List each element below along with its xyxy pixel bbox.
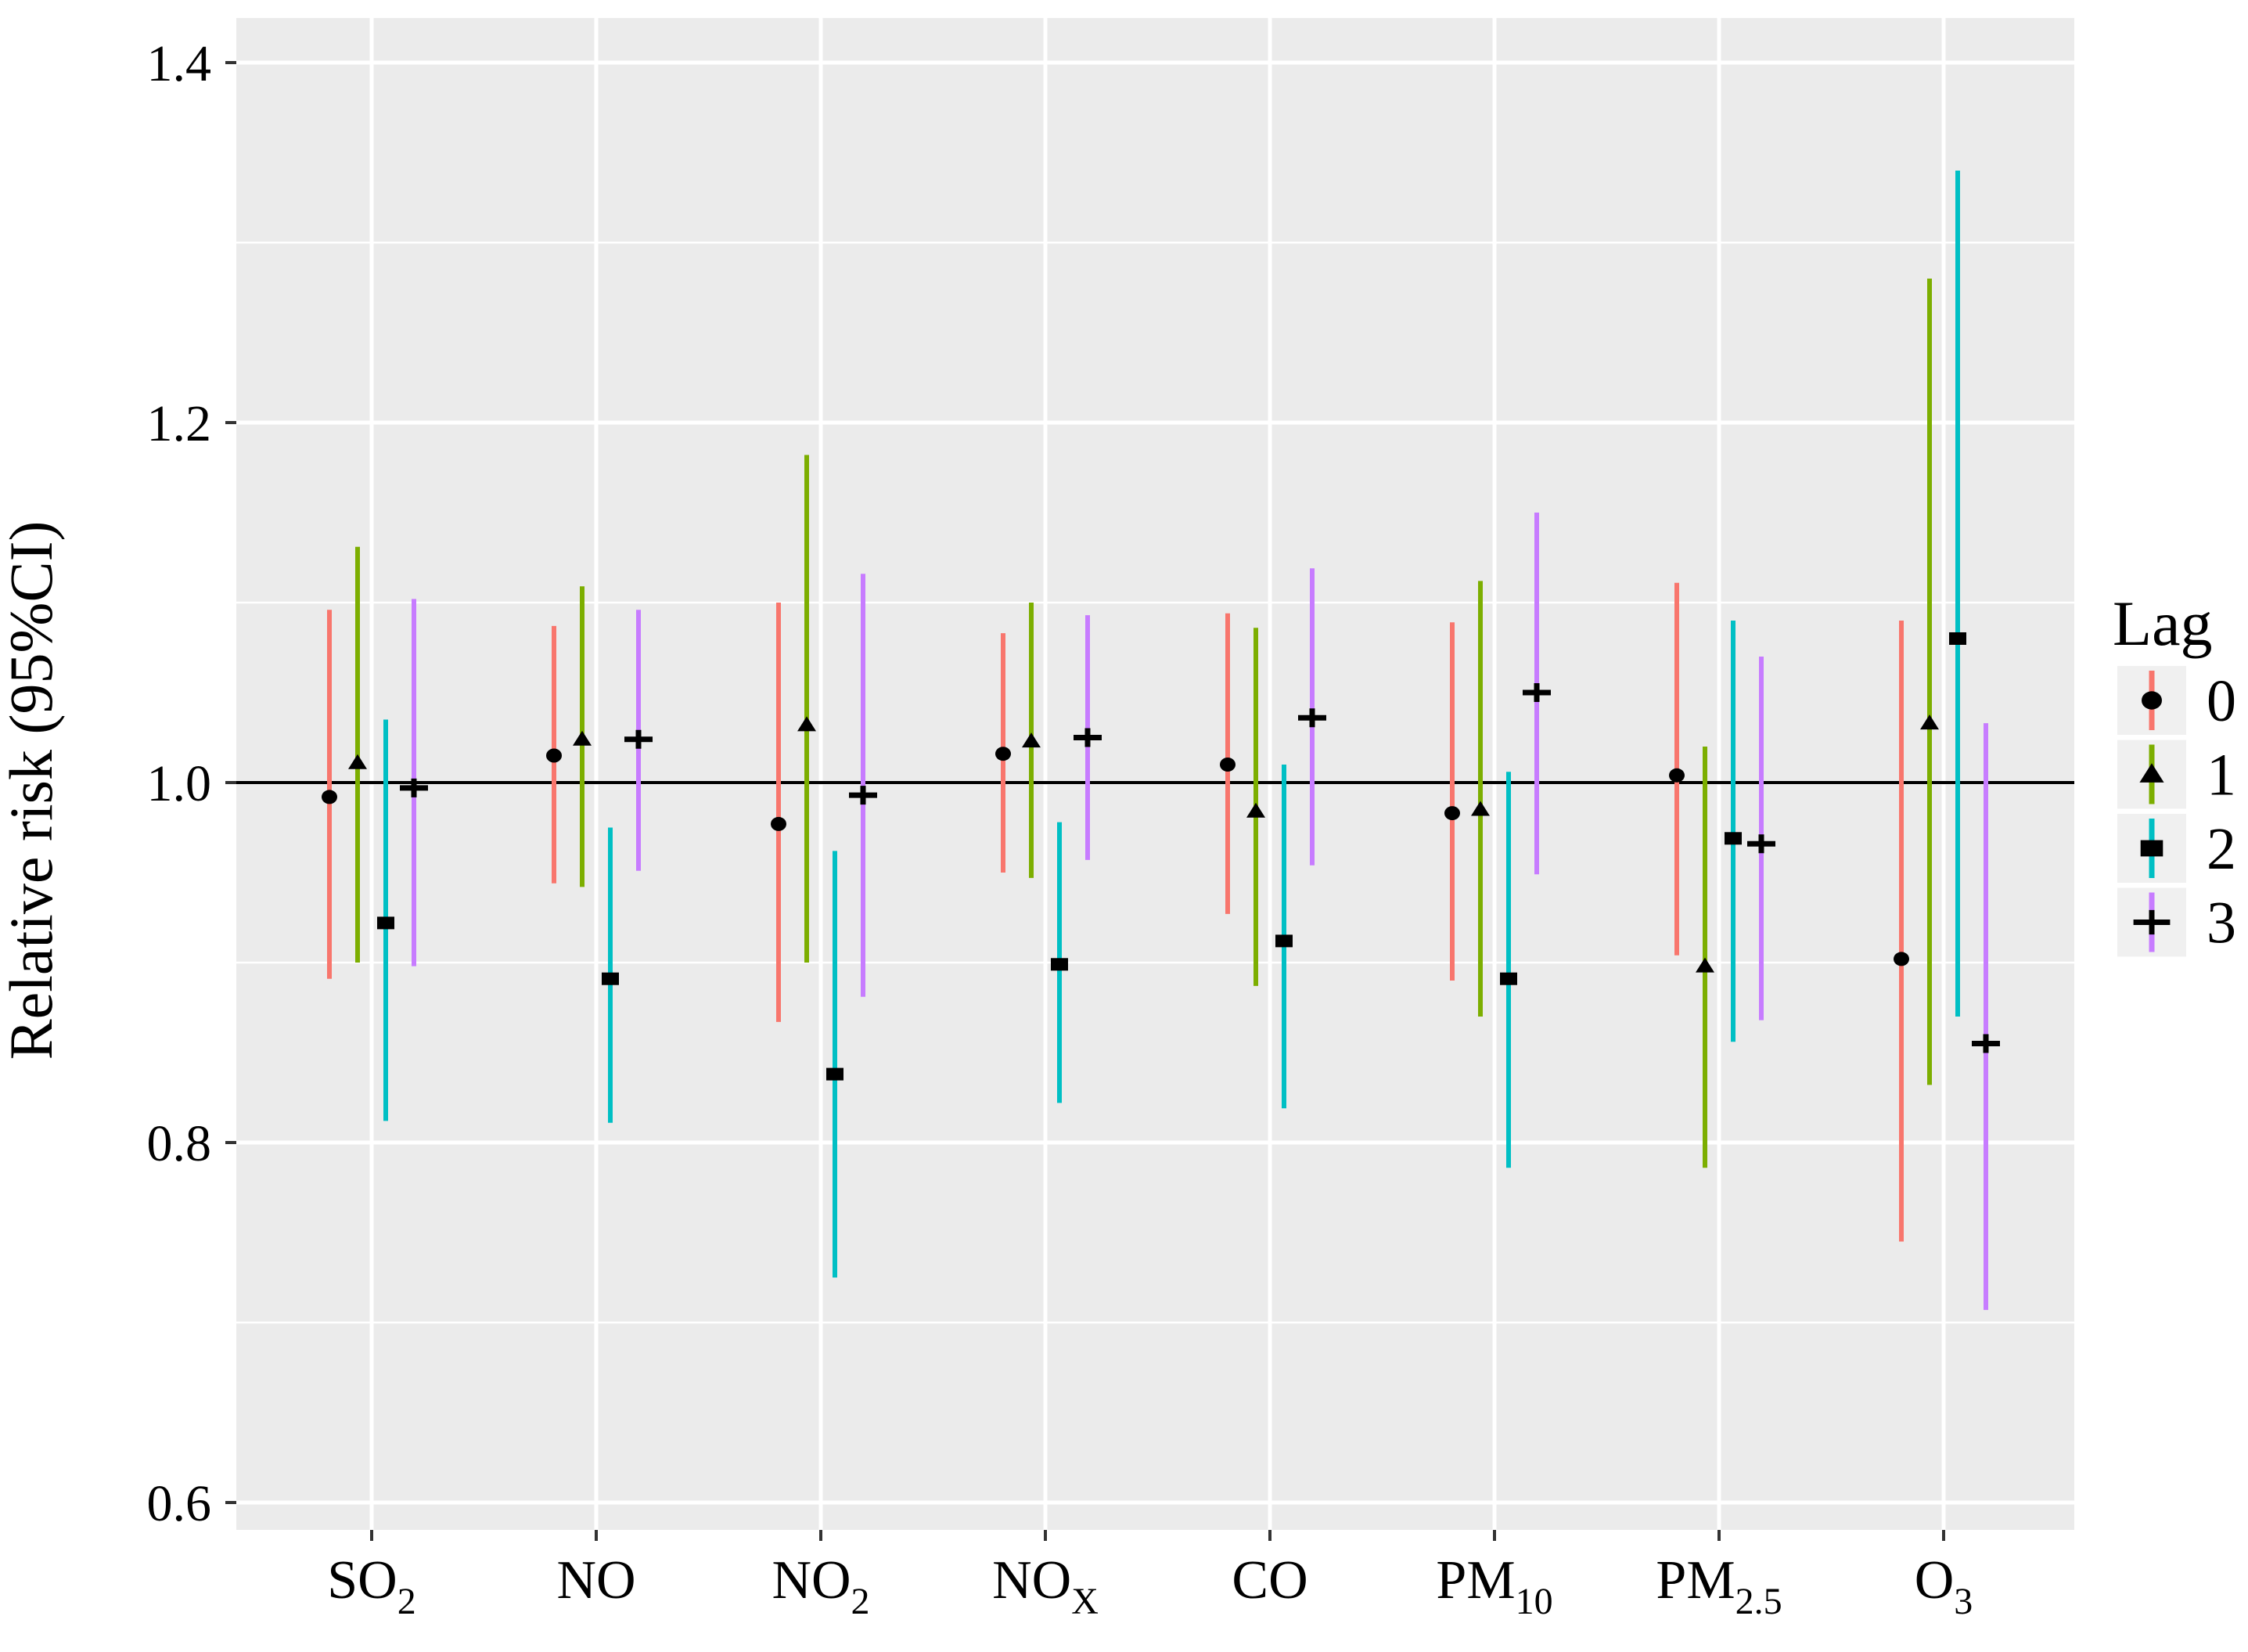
y-tick-label: 0.6 [147, 1475, 212, 1532]
legend-title: Lag [2113, 588, 2212, 659]
marker-triangle [797, 716, 816, 732]
x-category-label: NO [556, 1550, 635, 1611]
legend-label: 1 [2207, 743, 2236, 808]
marker-triangle [2139, 763, 2164, 783]
marker-square [1051, 958, 1068, 971]
marker-plus [1523, 683, 1551, 702]
legend-item-lag-2: 2 [2117, 814, 2236, 883]
y-tick-label: 1.4 [147, 35, 212, 92]
legend-item-lag-3: 3 [2117, 887, 2236, 957]
plot-panel [236, 18, 2074, 1530]
x-category-label: SO2 [327, 1550, 415, 1622]
marker-square [1500, 972, 1517, 985]
marker-plus [400, 778, 428, 797]
marker-circle [771, 816, 786, 831]
marker-plus [1298, 708, 1326, 728]
marker-triangle [573, 730, 592, 746]
marker-circle [2142, 691, 2162, 710]
x-category-label: PM10 [1436, 1550, 1552, 1622]
marker-plus [1972, 1034, 2000, 1053]
marker-circle [1894, 952, 1909, 966]
legend-item-lag-1: 1 [2117, 740, 2236, 809]
x-category-label: PM2.5 [1656, 1550, 1782, 1622]
marker-circle [322, 790, 337, 804]
marker-square [377, 916, 394, 930]
marker-square [826, 1067, 843, 1081]
series-lag-2 [377, 171, 1966, 1278]
legend-item-lag-0: 0 [2117, 666, 2236, 735]
x-category-label: NO2 [772, 1550, 869, 1622]
legend-label: 0 [2207, 668, 2236, 734]
marker-square [602, 972, 619, 985]
x-category-label: NOX [992, 1550, 1099, 1622]
legend: 0 1 2 3 [2117, 666, 2236, 957]
y-tick-label: 0.8 [147, 1115, 212, 1172]
x-category-label: O3 [1915, 1550, 1973, 1622]
marker-square [1275, 934, 1293, 948]
marker-plus [1074, 728, 1102, 747]
y-tick-label: 1.0 [147, 755, 212, 812]
marker-plus [849, 786, 877, 805]
y-axis-title: Relative risk (95%CI) [0, 521, 65, 1060]
marker-circle [1669, 768, 1685, 783]
marker-triangle [1920, 714, 1939, 730]
marker-square [1949, 632, 1966, 645]
marker-triangle [1022, 732, 1041, 748]
x-category-label: CO [1232, 1550, 1307, 1611]
marker-square [2140, 840, 2163, 857]
legend-label: 3 [2207, 891, 2236, 956]
y-tick-label: 1.2 [147, 395, 212, 452]
marker-circle [995, 747, 1011, 761]
marker-triangle [1696, 957, 1714, 973]
series-lag-0 [322, 582, 1909, 1242]
marker-plus [624, 729, 653, 749]
marker-square [1725, 832, 1742, 845]
legend-label: 2 [2207, 816, 2236, 882]
marker-plus [1747, 834, 1775, 854]
series-lag-3 [400, 513, 2000, 1310]
marker-circle [1444, 806, 1460, 821]
marker-triangle [1471, 801, 1490, 816]
marker-circle [546, 748, 562, 763]
marker-triangle [1246, 802, 1265, 818]
series-lag-1 [348, 279, 1939, 1168]
marker-triangle [348, 754, 367, 769]
marker-plus [2133, 909, 2171, 935]
marker-circle [1220, 758, 1236, 772]
